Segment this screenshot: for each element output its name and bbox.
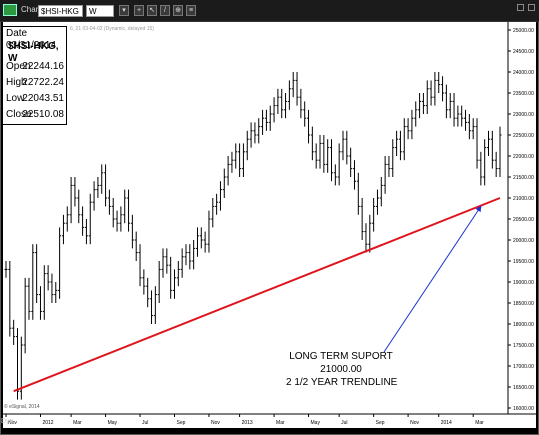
chart-app-icon xyxy=(3,4,17,16)
y-tick-label: 17500.00 xyxy=(513,343,534,349)
info-date-value: 03/31/2014 xyxy=(6,40,57,51)
info-date-row: Date 03/31/2014 xyxy=(6,28,66,51)
y-tick-label: 21000.00 xyxy=(513,196,534,202)
info-row-label: Open xyxy=(6,61,31,72)
x-tick-label: 2014 xyxy=(441,420,452,426)
annotation-line: 2 1/2 YEAR TRENDLINE xyxy=(286,377,398,388)
plot-area xyxy=(3,22,508,414)
window-title: Chart xyxy=(21,5,41,14)
cursor-tool-icon[interactable]: ↖ xyxy=(147,5,157,16)
annotation-line: 21000.00 xyxy=(320,364,362,375)
info-date-label: Date xyxy=(6,28,28,39)
x-tick-label: May xyxy=(311,420,321,426)
info-row-label: High xyxy=(6,77,27,88)
y-tick-label: 17000.00 xyxy=(513,364,534,370)
ohlc-info-box: Date 03/31/2014 $HSI-HKG, W Open 22244.1… xyxy=(2,26,67,125)
x-tick-label: Nov xyxy=(8,420,17,426)
price-axis xyxy=(508,22,536,414)
info-row-value: 22722.24 xyxy=(22,77,64,88)
zoom-tool-icon[interactable]: ⊕ xyxy=(173,5,183,16)
y-tick-label: 21500.00 xyxy=(513,175,534,181)
x-tick-label: Mar xyxy=(276,420,285,426)
y-tick-label: 19000.00 xyxy=(513,280,534,286)
minimize-icon[interactable] xyxy=(517,4,524,11)
x-tick-label: 2013 xyxy=(242,420,253,426)
info-row-label: Close xyxy=(6,109,32,120)
info-row-label: Low xyxy=(6,93,25,104)
toolbar: Chart $HSI-HKG W ▾ + ↖ / ⊕ ≡ xyxy=(0,0,539,22)
close-icon[interactable] xyxy=(528,4,535,11)
x-tick-label: Nov xyxy=(410,420,419,426)
annotation-line: LONG TERM SUPORT xyxy=(289,351,393,362)
y-tick-label: 18000.00 xyxy=(513,322,534,328)
interval-dropdown-icon[interactable]: ▾ xyxy=(119,5,129,16)
y-tick-label: 23000.00 xyxy=(513,112,534,118)
y-tick-label: 25000.00 xyxy=(513,28,534,34)
info-row-value: 22510.08 xyxy=(22,109,64,120)
y-tick-label: 16500.00 xyxy=(513,385,534,391)
x-tick-label: Sep xyxy=(376,420,385,426)
y-tick-label: 22500.00 xyxy=(513,133,534,139)
x-tick-label: Mar xyxy=(475,420,484,426)
info-row: High 22722.24 xyxy=(3,77,66,89)
info-symbol: $HSI-HKG, W xyxy=(8,41,59,64)
y-tick-label: 24000.00 xyxy=(513,70,534,76)
x-tick-label: Sep xyxy=(176,420,185,426)
time-axis xyxy=(3,414,536,428)
x-tick-label: May xyxy=(108,420,118,426)
annotation-arrow xyxy=(383,205,482,353)
trendline xyxy=(13,197,501,393)
info-row-value: 22244.16 xyxy=(22,61,64,72)
axis-mode-label[interactable]: Dyn xyxy=(1,418,14,425)
y-tick-label: 16000.00 xyxy=(513,406,534,412)
crosshair-tool-icon[interactable]: + xyxy=(134,5,144,16)
symbol-input[interactable]: $HSI-HKG xyxy=(38,5,83,17)
y-tick-label: 20500.00 xyxy=(513,217,534,223)
x-tick-label: 2012 xyxy=(42,420,53,426)
x-tick-label: Jul xyxy=(142,420,148,426)
info-row: Close 22510.08 xyxy=(3,109,66,121)
interval-input[interactable]: W xyxy=(86,5,114,17)
watermark: © eSignal, 2014 xyxy=(4,404,40,410)
trendline-annotation: LONG TERM SUPORT 21000.00 2 1/2 YEAR TRE… xyxy=(286,350,398,389)
draw-tool-icon[interactable]: / xyxy=(160,5,170,16)
info-row: Open 22244.16 xyxy=(3,61,66,73)
x-tick-label: Mar xyxy=(73,420,82,426)
info-row: Low 22043.51 xyxy=(3,93,66,105)
chart-status-text: 6, 21 03-04-02 (Dynamic, delayed 15) xyxy=(70,26,154,32)
y-tick-label: 20000.00 xyxy=(513,238,534,244)
y-tick-label: 23500.00 xyxy=(513,91,534,97)
y-tick-label: 19500.00 xyxy=(513,259,534,265)
x-tick-label: Nov xyxy=(211,420,220,426)
y-tick-label: 22000.00 xyxy=(513,154,534,160)
settings-tool-icon[interactable]: ≡ xyxy=(186,5,196,16)
y-tick-label: 18500.00 xyxy=(513,301,534,307)
info-row-value: 22043.51 xyxy=(22,93,64,104)
x-tick-label: Jul xyxy=(341,420,347,426)
y-tick-label: 24500.00 xyxy=(513,49,534,55)
